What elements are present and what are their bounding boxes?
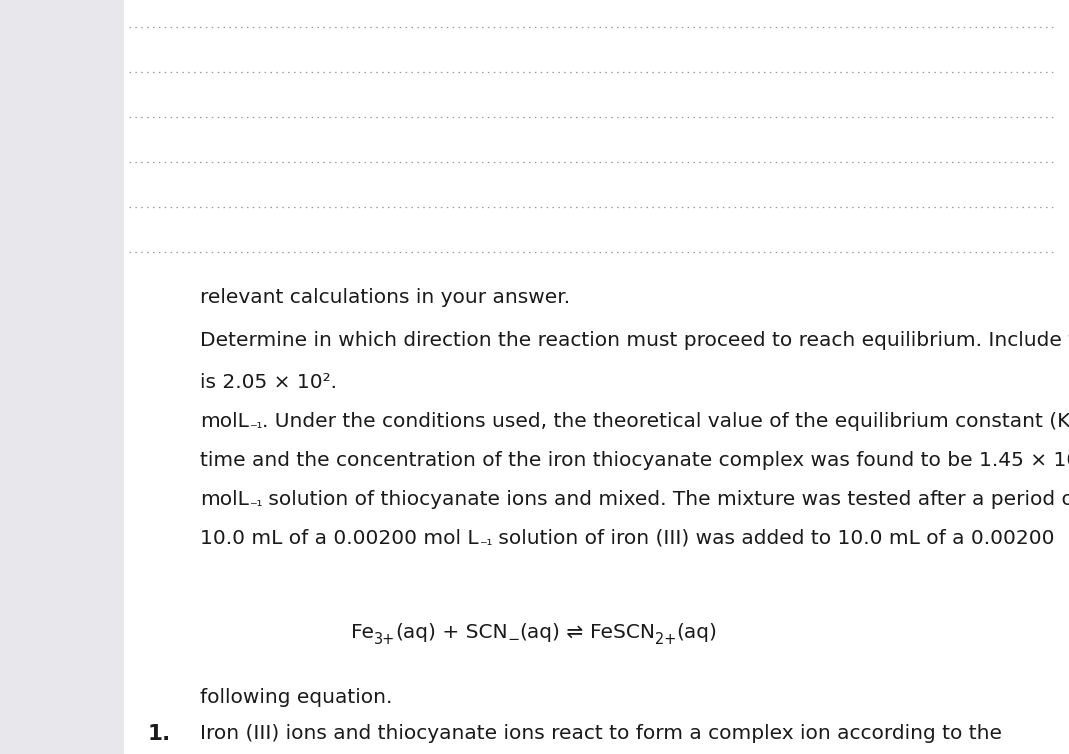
Bar <box>124 0 1069 754</box>
Text: . Under the conditions used, the theoretical value of the equilibrium constant (: . Under the conditions used, the theoret… <box>262 412 1069 431</box>
Text: ⇌: ⇌ <box>560 623 590 642</box>
Text: molL: molL <box>200 412 249 431</box>
Text: Fe: Fe <box>351 623 374 642</box>
Text: 2+: 2+ <box>655 632 677 647</box>
Text: relevant calculations in your answer.: relevant calculations in your answer. <box>200 288 570 307</box>
Text: molL: molL <box>200 490 249 509</box>
Text: 1.: 1. <box>148 724 171 744</box>
Text: (aq): (aq) <box>394 623 436 642</box>
Text: (aq): (aq) <box>520 623 560 642</box>
Text: ⁻¹: ⁻¹ <box>249 499 262 514</box>
Text: Determine in which direction the reaction must proceed to reach equilibrium. Inc: Determine in which direction the reactio… <box>200 331 1069 350</box>
Text: Iron (III) ions and thiocyanate ions react to form a complex ion according to th: Iron (III) ions and thiocyanate ions rea… <box>200 724 1002 743</box>
Text: FeSCN: FeSCN <box>590 623 655 642</box>
Text: 10.0 mL of a 0.00200 mol L: 10.0 mL of a 0.00200 mol L <box>200 529 479 548</box>
Text: (aq): (aq) <box>677 623 717 642</box>
Text: ⁻¹: ⁻¹ <box>479 538 492 553</box>
Text: −: − <box>508 632 520 647</box>
Text: is 2.05 × 10².: is 2.05 × 10². <box>200 373 337 393</box>
Text: following equation.: following equation. <box>200 688 392 707</box>
Text: solution of thiocyanate ions and mixed. The mixture was tested after a period of: solution of thiocyanate ions and mixed. … <box>262 490 1069 509</box>
Text: ⁻¹: ⁻¹ <box>249 421 262 437</box>
Text: 3+: 3+ <box>374 632 394 647</box>
Text: + SCN: + SCN <box>436 623 508 642</box>
Text: time and the concentration of the iron thiocyanate complex was found to be 1.45 : time and the concentration of the iron t… <box>200 451 1069 470</box>
Text: solution of iron (III) was added to 10.0 mL of a 0.00200: solution of iron (III) was added to 10.0… <box>492 529 1054 548</box>
